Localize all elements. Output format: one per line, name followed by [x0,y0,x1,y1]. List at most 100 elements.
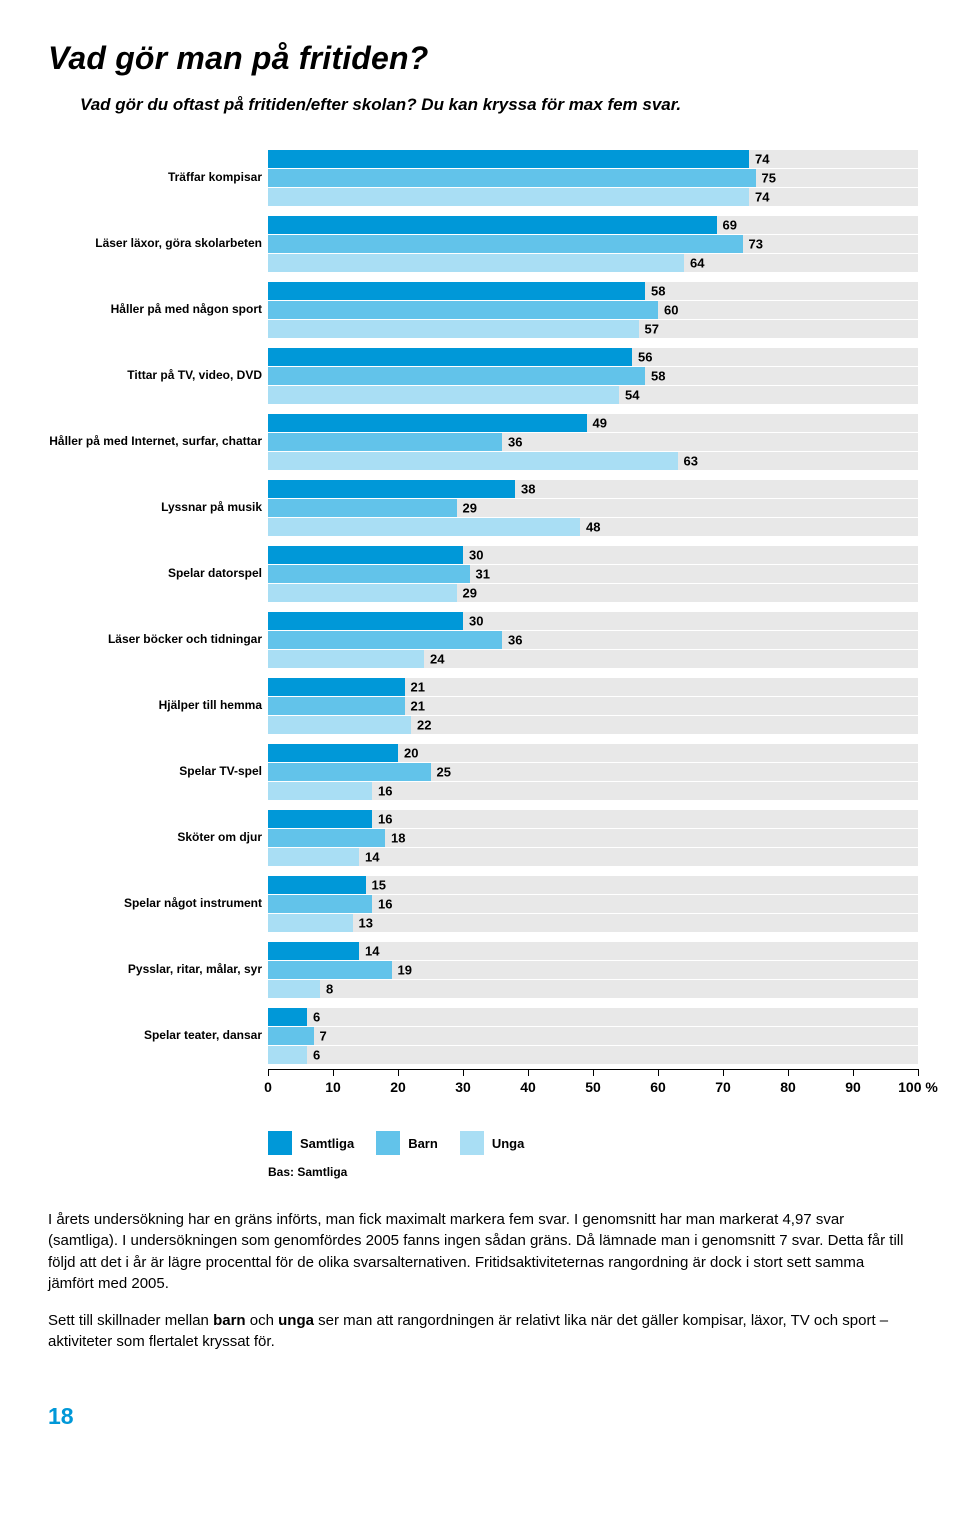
page-number: 18 [48,1403,912,1430]
category-label: Sköter om djur [48,831,262,845]
bar-value-label: 7 [320,1029,327,1044]
bar-row: 21 [268,697,918,715]
bar-row: 8 [268,980,918,998]
category-label: Pysslar, ritar, målar, syr [48,963,262,977]
bar-value-label: 19 [398,963,412,978]
category-label: Tittar på TV, video, DVD [48,369,262,383]
body-text: I årets undersökning har en gräns infört… [48,1209,912,1353]
bar-row: 19 [268,961,918,979]
bar [268,518,580,536]
bar [268,763,431,781]
legend: SamtligaBarnUnga [268,1131,912,1155]
bar-value-label: 69 [723,218,737,233]
bar-track [268,980,918,998]
x-tick-label: 80 [780,1079,796,1095]
category-label: Träffar kompisar [48,171,262,185]
bar [268,980,320,998]
x-tick [723,1069,724,1076]
x-tick [463,1069,464,1076]
bar-value-label: 20 [404,746,418,761]
category-label: Spelar datorspel [48,567,262,581]
x-tick [658,1069,659,1076]
bar-value-label: 21 [411,699,425,714]
legend-label: Unga [492,1136,525,1151]
bar-row: 54 [268,386,918,404]
x-tick-label: 90 [845,1079,861,1095]
bar-row: 20 [268,744,918,762]
bar [268,829,385,847]
bar-row: 63 [268,452,918,470]
bar-row: 38 [268,480,918,498]
bar-row: 14 [268,942,918,960]
paragraph-2: Sett till skillnader mellan barn och ung… [48,1310,912,1353]
x-tick-label: 30 [455,1079,471,1095]
bar-value-label: 16 [378,897,392,912]
bar-row: 29 [268,584,918,602]
x-axis: 0102030405060708090100 % [268,1069,918,1101]
bar-value-label: 16 [378,784,392,799]
bar-row: 30 [268,546,918,564]
bar-row: 29 [268,499,918,517]
bar-row: 16 [268,782,918,800]
bar-row: 74 [268,188,918,206]
bar-value-label: 29 [463,501,477,516]
legend-swatch [268,1131,292,1155]
bar-value-label: 36 [508,633,522,648]
x-tick [788,1069,789,1076]
bar [268,386,619,404]
bar-row: 16 [268,810,918,828]
bar-value-label: 29 [463,586,477,601]
category-group: Spelar teater, dansar676 [268,1003,918,1069]
chart-question: Vad gör du oftast på fritiden/efter skol… [48,95,912,115]
category-group: Pysslar, ritar, målar, syr14198 [268,937,918,1003]
bar-row: 48 [268,518,918,536]
legend-swatch [460,1131,484,1155]
x-tick-label: 0 [264,1079,272,1095]
category-group: Spelar TV-spel202516 [268,739,918,805]
bar [268,942,359,960]
page-title: Vad gör man på fritiden? [48,40,912,77]
bar-track [268,1027,918,1045]
bar-value-label: 48 [586,520,600,535]
bar-value-label: 18 [391,831,405,846]
bar-row: 6 [268,1046,918,1064]
bar [268,452,678,470]
bar-row: 22 [268,716,918,734]
bar-track [268,1046,918,1064]
category-group: Håller på med Internet, surfar, chattar4… [268,409,918,475]
x-tick-label: 60 [650,1079,666,1095]
bar [268,565,470,583]
category-label: Lyssnar på musik [48,501,262,515]
bar-track [268,876,918,894]
bar [268,584,457,602]
bar [268,301,658,319]
bar-value-label: 54 [625,388,639,403]
bar [268,848,359,866]
legend-basis: Bas: Samtliga [268,1165,912,1179]
category-label: Läser läxor, göra skolarbeten [48,237,262,251]
bar-row: 7 [268,1027,918,1045]
bar-value-label: 6 [313,1048,320,1063]
legend-swatch [376,1131,400,1155]
bar-row: 64 [268,254,918,272]
bar-value-label: 64 [690,256,704,271]
legend-item: Unga [460,1131,525,1155]
category-label: Håller på med Internet, surfar, chattar [48,435,262,449]
bar-value-label: 21 [411,680,425,695]
bar-value-label: 15 [372,878,386,893]
bar [268,678,405,696]
bar-row: 69 [268,216,918,234]
bar-value-label: 13 [359,916,373,931]
bar [268,367,645,385]
x-tick-label: 50 [585,1079,601,1095]
bar [268,546,463,564]
category-label: Spelar något instrument [48,897,262,911]
bar-value-label: 74 [755,152,769,167]
x-tick-label: 20 [390,1079,406,1095]
bar [268,188,749,206]
bar-value-label: 58 [651,369,665,384]
bar-value-label: 25 [437,765,451,780]
bar-row: 58 [268,282,918,300]
bar [268,348,632,366]
bar [268,480,515,498]
